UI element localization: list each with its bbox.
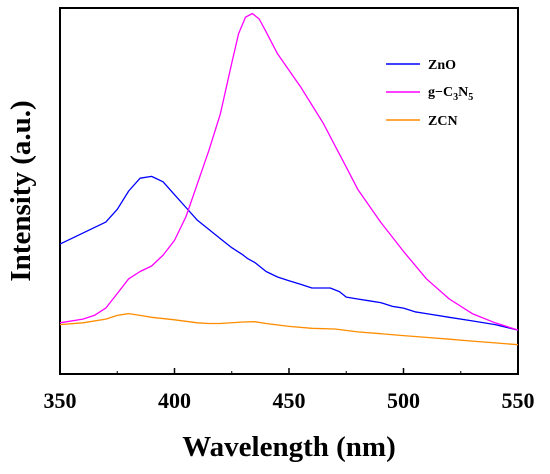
series-line-gc3n5 [59, 12, 519, 331]
series-line-zcn [59, 312, 519, 346]
x-axis-title: Wavelength (nm) [182, 431, 395, 463]
x-tick-label: 350 [44, 388, 77, 413]
x-tick-label: 450 [273, 388, 306, 413]
series-layer [59, 12, 519, 346]
x-tick-label: 400 [158, 388, 191, 413]
legend-label-gc3n5: g−C3N5 [428, 85, 473, 103]
x-tick-label: 500 [387, 388, 420, 413]
legend-label-zcn: ZCN [428, 114, 458, 129]
legend-label-zno: ZnO [428, 58, 456, 73]
y-axis-title: Intensity (a.u.) [5, 100, 37, 281]
x-tick-label: 550 [502, 388, 535, 413]
legend: ZnO g−C3N5 ZCN [386, 58, 473, 129]
x-axis-ticks: 350 400 450 500 550 [44, 368, 535, 413]
series-line-zno [59, 175, 519, 331]
